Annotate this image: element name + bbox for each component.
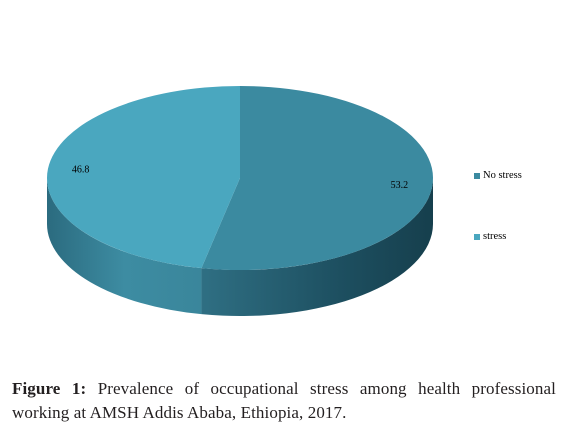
legend-item-no-stress: No stress xyxy=(474,170,522,181)
data-label-no-stress: 53.2 xyxy=(391,180,409,191)
caption-prefix: Figure 1: xyxy=(12,379,87,398)
legend-swatch-stress xyxy=(474,233,480,240)
data-label-stress: 46.8 xyxy=(72,165,90,176)
pie-slice-stress xyxy=(46,86,240,269)
legend-label-stress: stress xyxy=(483,231,507,242)
figure-caption: Figure 1: Prevalence of occupational str… xyxy=(12,377,556,425)
pie-chart: 53.2 46.8 xyxy=(46,86,433,316)
pie-side-no-stress xyxy=(201,178,433,316)
legend-item-stress: stress xyxy=(474,231,506,242)
legend-swatch-no-stress xyxy=(474,172,480,179)
caption-text: Prevalence of occupational stress among … xyxy=(12,379,556,422)
pie-side-stress xyxy=(47,178,202,315)
pie-slice-no-stress xyxy=(201,86,433,270)
legend-label-no-stress: No stress xyxy=(483,170,522,181)
